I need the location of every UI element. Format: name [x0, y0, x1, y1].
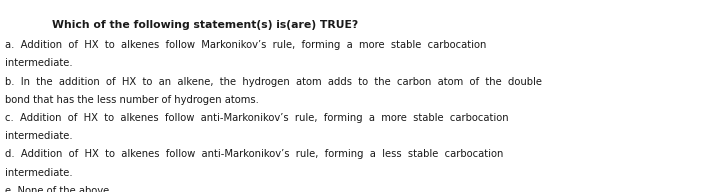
- Text: c.  Addition  of  HX  to  alkenes  follow  anti-Markonikov’s  rule,  forming  a : c. Addition of HX to alkenes follow anti…: [5, 113, 508, 123]
- Text: a.  Addition  of  HX  to  alkenes  follow  Markonikov’s  rule,  forming  a  more: a. Addition of HX to alkenes follow Mark…: [5, 40, 486, 50]
- Text: intermediate.: intermediate.: [5, 168, 72, 178]
- Text: bond that has the less number of hydrogen atoms.: bond that has the less number of hydroge…: [5, 95, 259, 105]
- Text: e. None of the above.: e. None of the above.: [5, 186, 112, 192]
- Text: d.  Addition  of  HX  to  alkenes  follow  anti-Markonikov’s  rule,  forming  a : d. Addition of HX to alkenes follow anti…: [5, 149, 503, 159]
- Text: intermediate.: intermediate.: [5, 58, 72, 68]
- Text: Which of the following statement(s) is(are) TRUE?: Which of the following statement(s) is(a…: [52, 20, 358, 30]
- Text: intermediate.: intermediate.: [5, 131, 72, 141]
- Text: b.  In  the  addition  of  HX  to  an  alkene,  the  hydrogen  atom  adds  to  t: b. In the addition of HX to an alkene, t…: [5, 77, 542, 87]
